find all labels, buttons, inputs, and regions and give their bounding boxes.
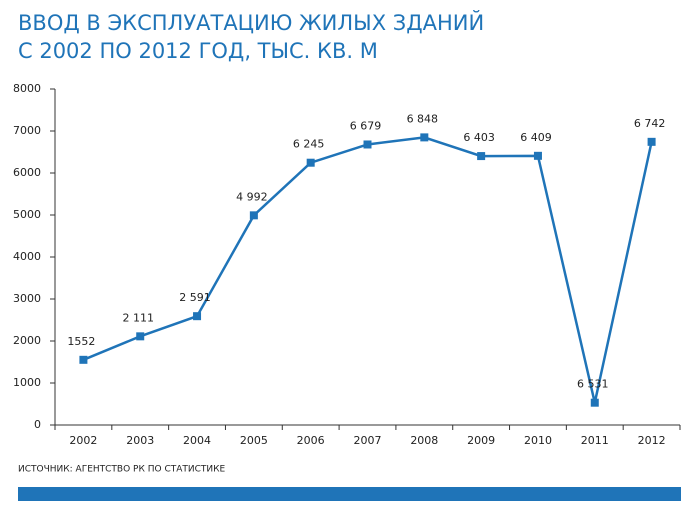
- data-label: 6 403: [463, 131, 495, 144]
- x-tick-label: 2003: [126, 434, 154, 447]
- data-label: 6 245: [293, 138, 325, 151]
- data-point: [533, 151, 542, 160]
- data-point: [420, 133, 429, 142]
- x-tick-label: 2009: [467, 434, 495, 447]
- y-tick-label: 6000: [13, 166, 41, 179]
- y-tick-label: 7000: [13, 124, 41, 137]
- data-point: [193, 312, 202, 321]
- data-label: 6 409: [520, 131, 552, 144]
- x-tick-label: 2006: [297, 434, 325, 447]
- data-label: 4 992: [236, 190, 268, 203]
- y-tick-label: 4000: [13, 250, 41, 263]
- x-tick-label: 2012: [638, 434, 666, 447]
- data-point: [363, 140, 372, 149]
- data-point: [249, 211, 258, 220]
- x-tick-label: 2010: [524, 434, 552, 447]
- data-label: 6 848: [407, 112, 439, 125]
- data-point: [477, 152, 486, 161]
- y-tick-label: 1000: [13, 376, 41, 389]
- x-tick-label: 2008: [410, 434, 438, 447]
- y-tick-label: 8000: [13, 82, 41, 95]
- x-tick-label: 2004: [183, 434, 211, 447]
- data-line: [82, 136, 653, 403]
- y-tick-label: 3000: [13, 292, 41, 305]
- data-label: 6 531: [577, 378, 609, 391]
- footer-bar: [18, 487, 681, 501]
- x-tick-label: 2005: [240, 434, 268, 447]
- source-note: ИСТОЧНИК: АГЕНТСТВО РК ПО СТАТИСТИКЕ: [18, 465, 226, 475]
- data-point: [590, 398, 599, 407]
- data-label: 2 111: [122, 311, 154, 324]
- x-tick-label: 2002: [69, 434, 97, 447]
- data-label: 1552: [67, 335, 95, 348]
- y-tick-label: 2000: [13, 334, 41, 347]
- x-tick-label: 2007: [354, 434, 382, 447]
- data-label: 2 591: [179, 291, 211, 304]
- data-point: [136, 332, 145, 341]
- data-label: 6 742: [634, 117, 666, 130]
- chart-title: ВВОД В ЭКСПЛУАТАЦИЮ ЖИЛЫХ ЗДАНИЙ: [18, 10, 484, 35]
- data-point: [79, 355, 88, 364]
- y-tick-label: 0: [34, 418, 41, 431]
- x-tick-label: 2011: [581, 434, 609, 447]
- data-point: [647, 137, 656, 146]
- chart-title: С 2002 ПО 2012 ГОД, ТЫС. КВ. М: [18, 39, 378, 63]
- y-tick-label: 5000: [13, 208, 41, 221]
- data-label: 6 679: [350, 119, 382, 132]
- data-point: [306, 158, 315, 167]
